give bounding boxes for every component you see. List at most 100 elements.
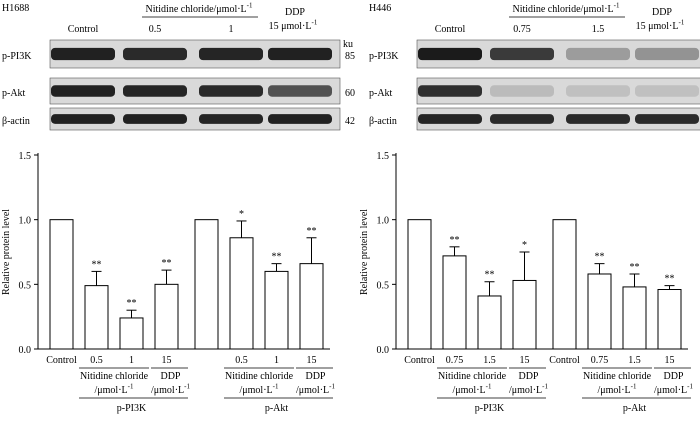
x-group-ddp-label: DDP bbox=[663, 371, 683, 382]
x-tick-label: 1.5 bbox=[483, 355, 496, 366]
blot-band bbox=[199, 85, 263, 97]
x-group-drug-unit-main: /μmol·L bbox=[453, 385, 486, 396]
x-group-drug-unit: /μmol·L-1 bbox=[95, 383, 134, 397]
blot-band bbox=[566, 47, 630, 61]
x-group-ddp-unit: /μmol·L-1 bbox=[296, 383, 335, 397]
bar bbox=[264, 270, 289, 350]
significance-mark: ** bbox=[595, 252, 605, 263]
bar bbox=[119, 317, 144, 350]
x-group-ddp-unit-main: /μmol·L bbox=[151, 385, 184, 396]
x-group-drug-label: Nitidine chloride bbox=[225, 371, 294, 382]
x-group-ddp-label: DDP bbox=[305, 371, 325, 382]
blot-band bbox=[51, 47, 115, 61]
lane-header-ddp-conc-sup: -1 bbox=[679, 19, 685, 27]
bar bbox=[299, 263, 324, 350]
y-axis-label: Relative protein level bbox=[1, 209, 12, 295]
blot-band bbox=[566, 114, 630, 124]
significance-mark: ** bbox=[307, 226, 317, 237]
x-tick-label: 1 bbox=[129, 355, 134, 366]
protein-group-label: p-PI3K bbox=[117, 403, 147, 414]
x-group-ddp-unit-main: /μmol·L bbox=[296, 385, 329, 396]
row-label: β-actin bbox=[369, 116, 397, 127]
y-tick-label: 1.5 bbox=[377, 151, 390, 162]
lane-header-ddp: DDP bbox=[285, 7, 305, 18]
x-group-ddp-unit-main: /μmol·L bbox=[509, 385, 542, 396]
x-group-ddp-unit: /μmol·L-1 bbox=[509, 383, 548, 397]
x-group-drug-unit-main: /μmol·L bbox=[598, 385, 631, 396]
blot-band bbox=[490, 47, 554, 61]
row-label: β-actin bbox=[2, 116, 30, 127]
lane-header-drug: Nitidine chloride/μmol·L-1 bbox=[512, 2, 620, 16]
significance-mark: ** bbox=[450, 235, 460, 246]
blot-band bbox=[268, 85, 332, 97]
blot-band bbox=[490, 114, 554, 124]
x-group-drug-unit-sup: -1 bbox=[631, 383, 637, 391]
bar bbox=[552, 219, 577, 350]
bar bbox=[622, 286, 647, 350]
bar bbox=[407, 219, 432, 350]
x-group-drug-unit: /μmol·L-1 bbox=[453, 383, 492, 397]
bar bbox=[657, 289, 682, 350]
y-tick-label: 1.0 bbox=[19, 216, 32, 227]
blot-strip bbox=[416, 107, 700, 131]
blot-band bbox=[635, 114, 699, 124]
significance-mark: ** bbox=[630, 262, 640, 273]
x-group-ddp-unit-sup: -1 bbox=[329, 383, 335, 391]
lane-header-ddp-conc-main: 15 μmol·L bbox=[636, 21, 679, 32]
lane-header-conc-2: 1.5 bbox=[592, 24, 605, 35]
lane-header-ddp: DDP bbox=[652, 7, 672, 18]
blot-band bbox=[566, 85, 630, 97]
row-label: p-Akt bbox=[2, 88, 26, 99]
x-group-ddp-unit-sup: -1 bbox=[184, 383, 190, 391]
bar bbox=[477, 295, 502, 350]
bar bbox=[49, 219, 74, 350]
x-group-drug-unit-main: /μmol·L bbox=[240, 385, 273, 396]
protein-group-label: p-PI3K bbox=[475, 403, 505, 414]
lane-header-drug-main: Nitidine chloride/μmol·L bbox=[145, 4, 246, 15]
kda-label: 85 bbox=[345, 51, 355, 62]
x-group-drug-unit-main: /μmol·L bbox=[95, 385, 128, 396]
x-tick-label: 1.5 bbox=[628, 355, 641, 366]
lane-header-conc-1: 0.75 bbox=[513, 24, 531, 35]
x-group-ddp-unit: /μmol·L-1 bbox=[151, 383, 190, 397]
significance-mark: ** bbox=[162, 258, 172, 269]
blot-band bbox=[418, 85, 482, 97]
y-tick-label: 0.0 bbox=[19, 345, 32, 356]
blot-band bbox=[123, 47, 187, 61]
x-tick-label: 0.5 bbox=[235, 355, 248, 366]
blot-band bbox=[51, 114, 115, 124]
lane-header-drug-main: Nitidine chloride/μmol·L bbox=[512, 4, 613, 15]
blot-band bbox=[635, 85, 699, 97]
bar-chart-H1688: 0.0 0.5 1.0 1.5 Relative protein level Contro… bbox=[1, 151, 335, 414]
row-label: p-PI3K bbox=[2, 51, 32, 62]
y-tick-label: 0.5 bbox=[377, 280, 390, 291]
y-tick-label: 0.0 bbox=[377, 345, 390, 356]
bar bbox=[194, 219, 219, 350]
blot-band bbox=[490, 85, 554, 97]
x-tick-label: Control bbox=[549, 355, 580, 366]
protein-group-label: p-Akt bbox=[265, 403, 289, 414]
y-tick-label: 1.0 bbox=[377, 216, 390, 227]
lane-header-conc-1: 0.5 bbox=[149, 24, 162, 35]
blot-strip bbox=[49, 107, 341, 131]
lane-header-ddp-conc: 15 μmol·L-1 bbox=[269, 19, 318, 33]
x-group-ddp-label: DDP bbox=[160, 371, 180, 382]
significance-mark: ** bbox=[665, 274, 675, 285]
x-group-ddp-unit-main: /μmol·L bbox=[654, 385, 687, 396]
x-group-drug-label: Nitidine chloride bbox=[583, 371, 652, 382]
lane-header-control: Control bbox=[435, 24, 466, 35]
bar bbox=[84, 285, 109, 350]
x-tick-label: 15 bbox=[520, 355, 530, 366]
significance-mark: ** bbox=[92, 259, 102, 270]
blot-band bbox=[268, 47, 332, 61]
blot-band bbox=[418, 114, 482, 124]
x-group-drug-unit: /μmol·L-1 bbox=[240, 383, 279, 397]
significance-mark: * bbox=[522, 240, 527, 251]
bar bbox=[154, 283, 179, 350]
blot-band bbox=[123, 114, 187, 124]
y-tick-label: 0.5 bbox=[19, 280, 32, 291]
x-tick-label: 15 bbox=[162, 355, 172, 366]
x-group-drug-unit: /μmol·L-1 bbox=[598, 383, 637, 397]
